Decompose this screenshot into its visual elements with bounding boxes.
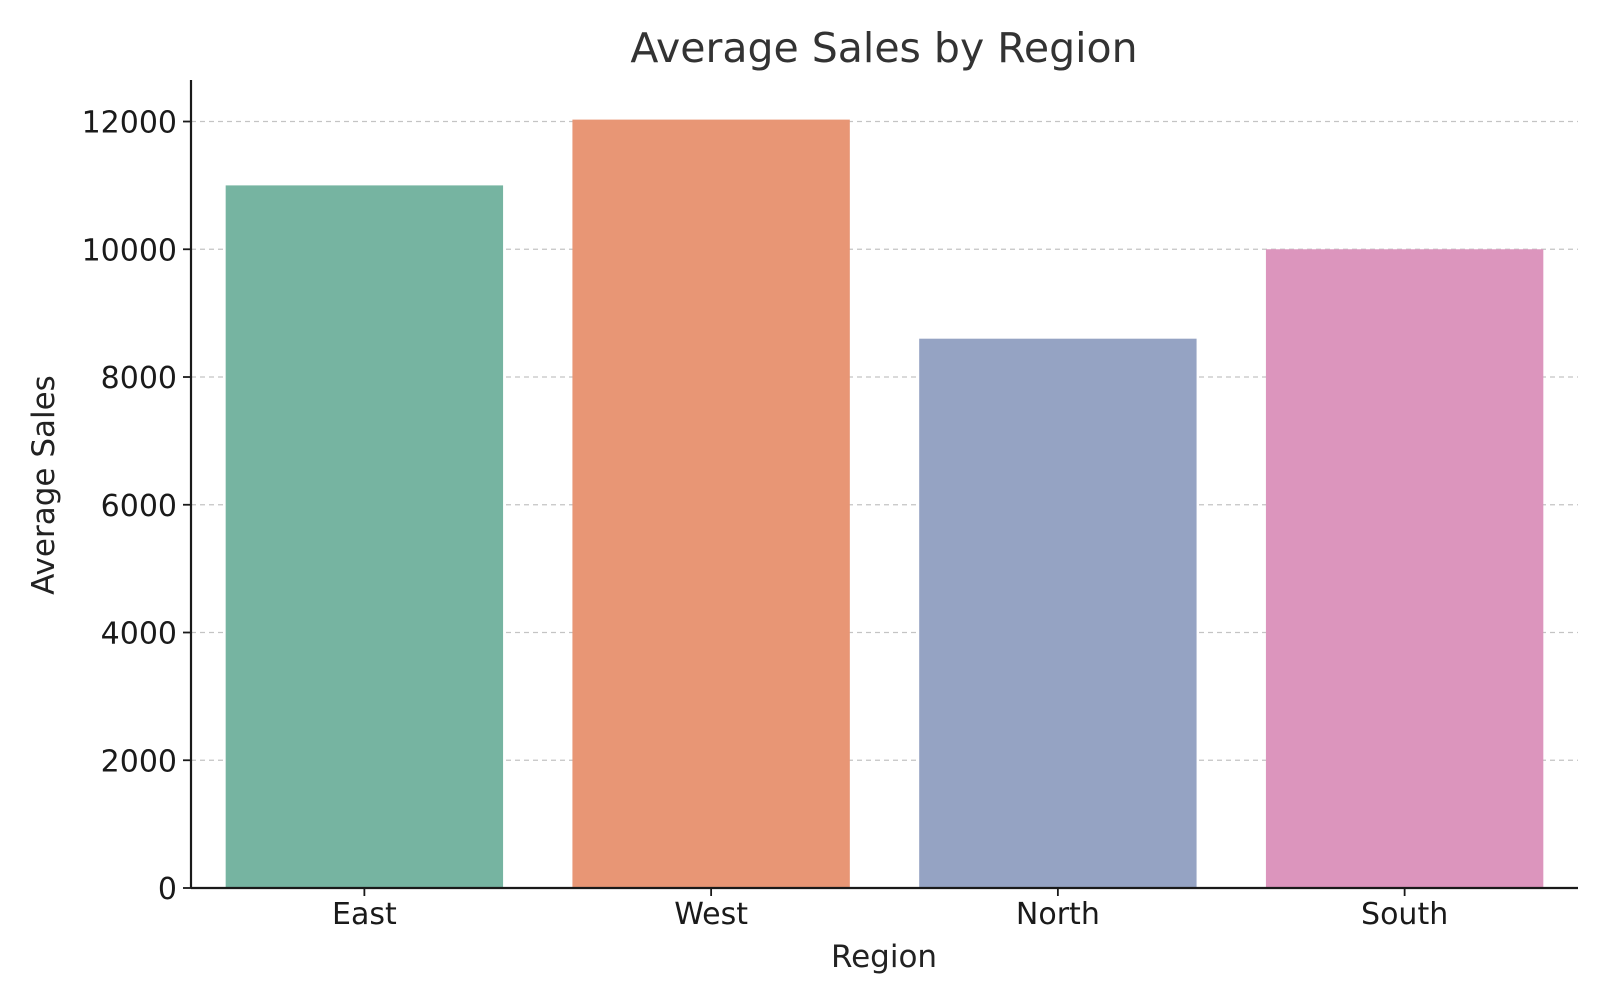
y-tick-label: 2000 <box>101 744 177 779</box>
y-tick-label: 4000 <box>101 617 177 652</box>
y-tick-label: 8000 <box>101 361 177 396</box>
axes <box>189 80 1578 890</box>
x-axis-ticks: East West North South <box>332 888 1448 932</box>
y-tick-label: 6000 <box>101 489 177 524</box>
x-tick-label-east: East <box>332 897 397 932</box>
chart-title: Average Sales by Region <box>630 24 1137 72</box>
bar-east <box>225 185 504 889</box>
bar-west <box>572 119 850 889</box>
y-tick-label: 10000 <box>82 233 177 268</box>
bar-north <box>919 338 1197 888</box>
y-tick-label: 0 <box>158 872 177 907</box>
y-tick-label: 12000 <box>82 106 177 141</box>
bars <box>225 119 1544 889</box>
bar-south <box>1265 249 1544 888</box>
x-tick-label-south: South <box>1361 897 1448 932</box>
x-axis-label: Region <box>831 939 937 975</box>
x-tick-label-west: West <box>674 897 748 932</box>
y-axis-ticks: 0 2000 4000 6000 8000 10000 12000 <box>82 106 191 907</box>
y-axis-label: Average Sales <box>26 375 62 595</box>
x-tick-label-north: North <box>1016 897 1100 932</box>
